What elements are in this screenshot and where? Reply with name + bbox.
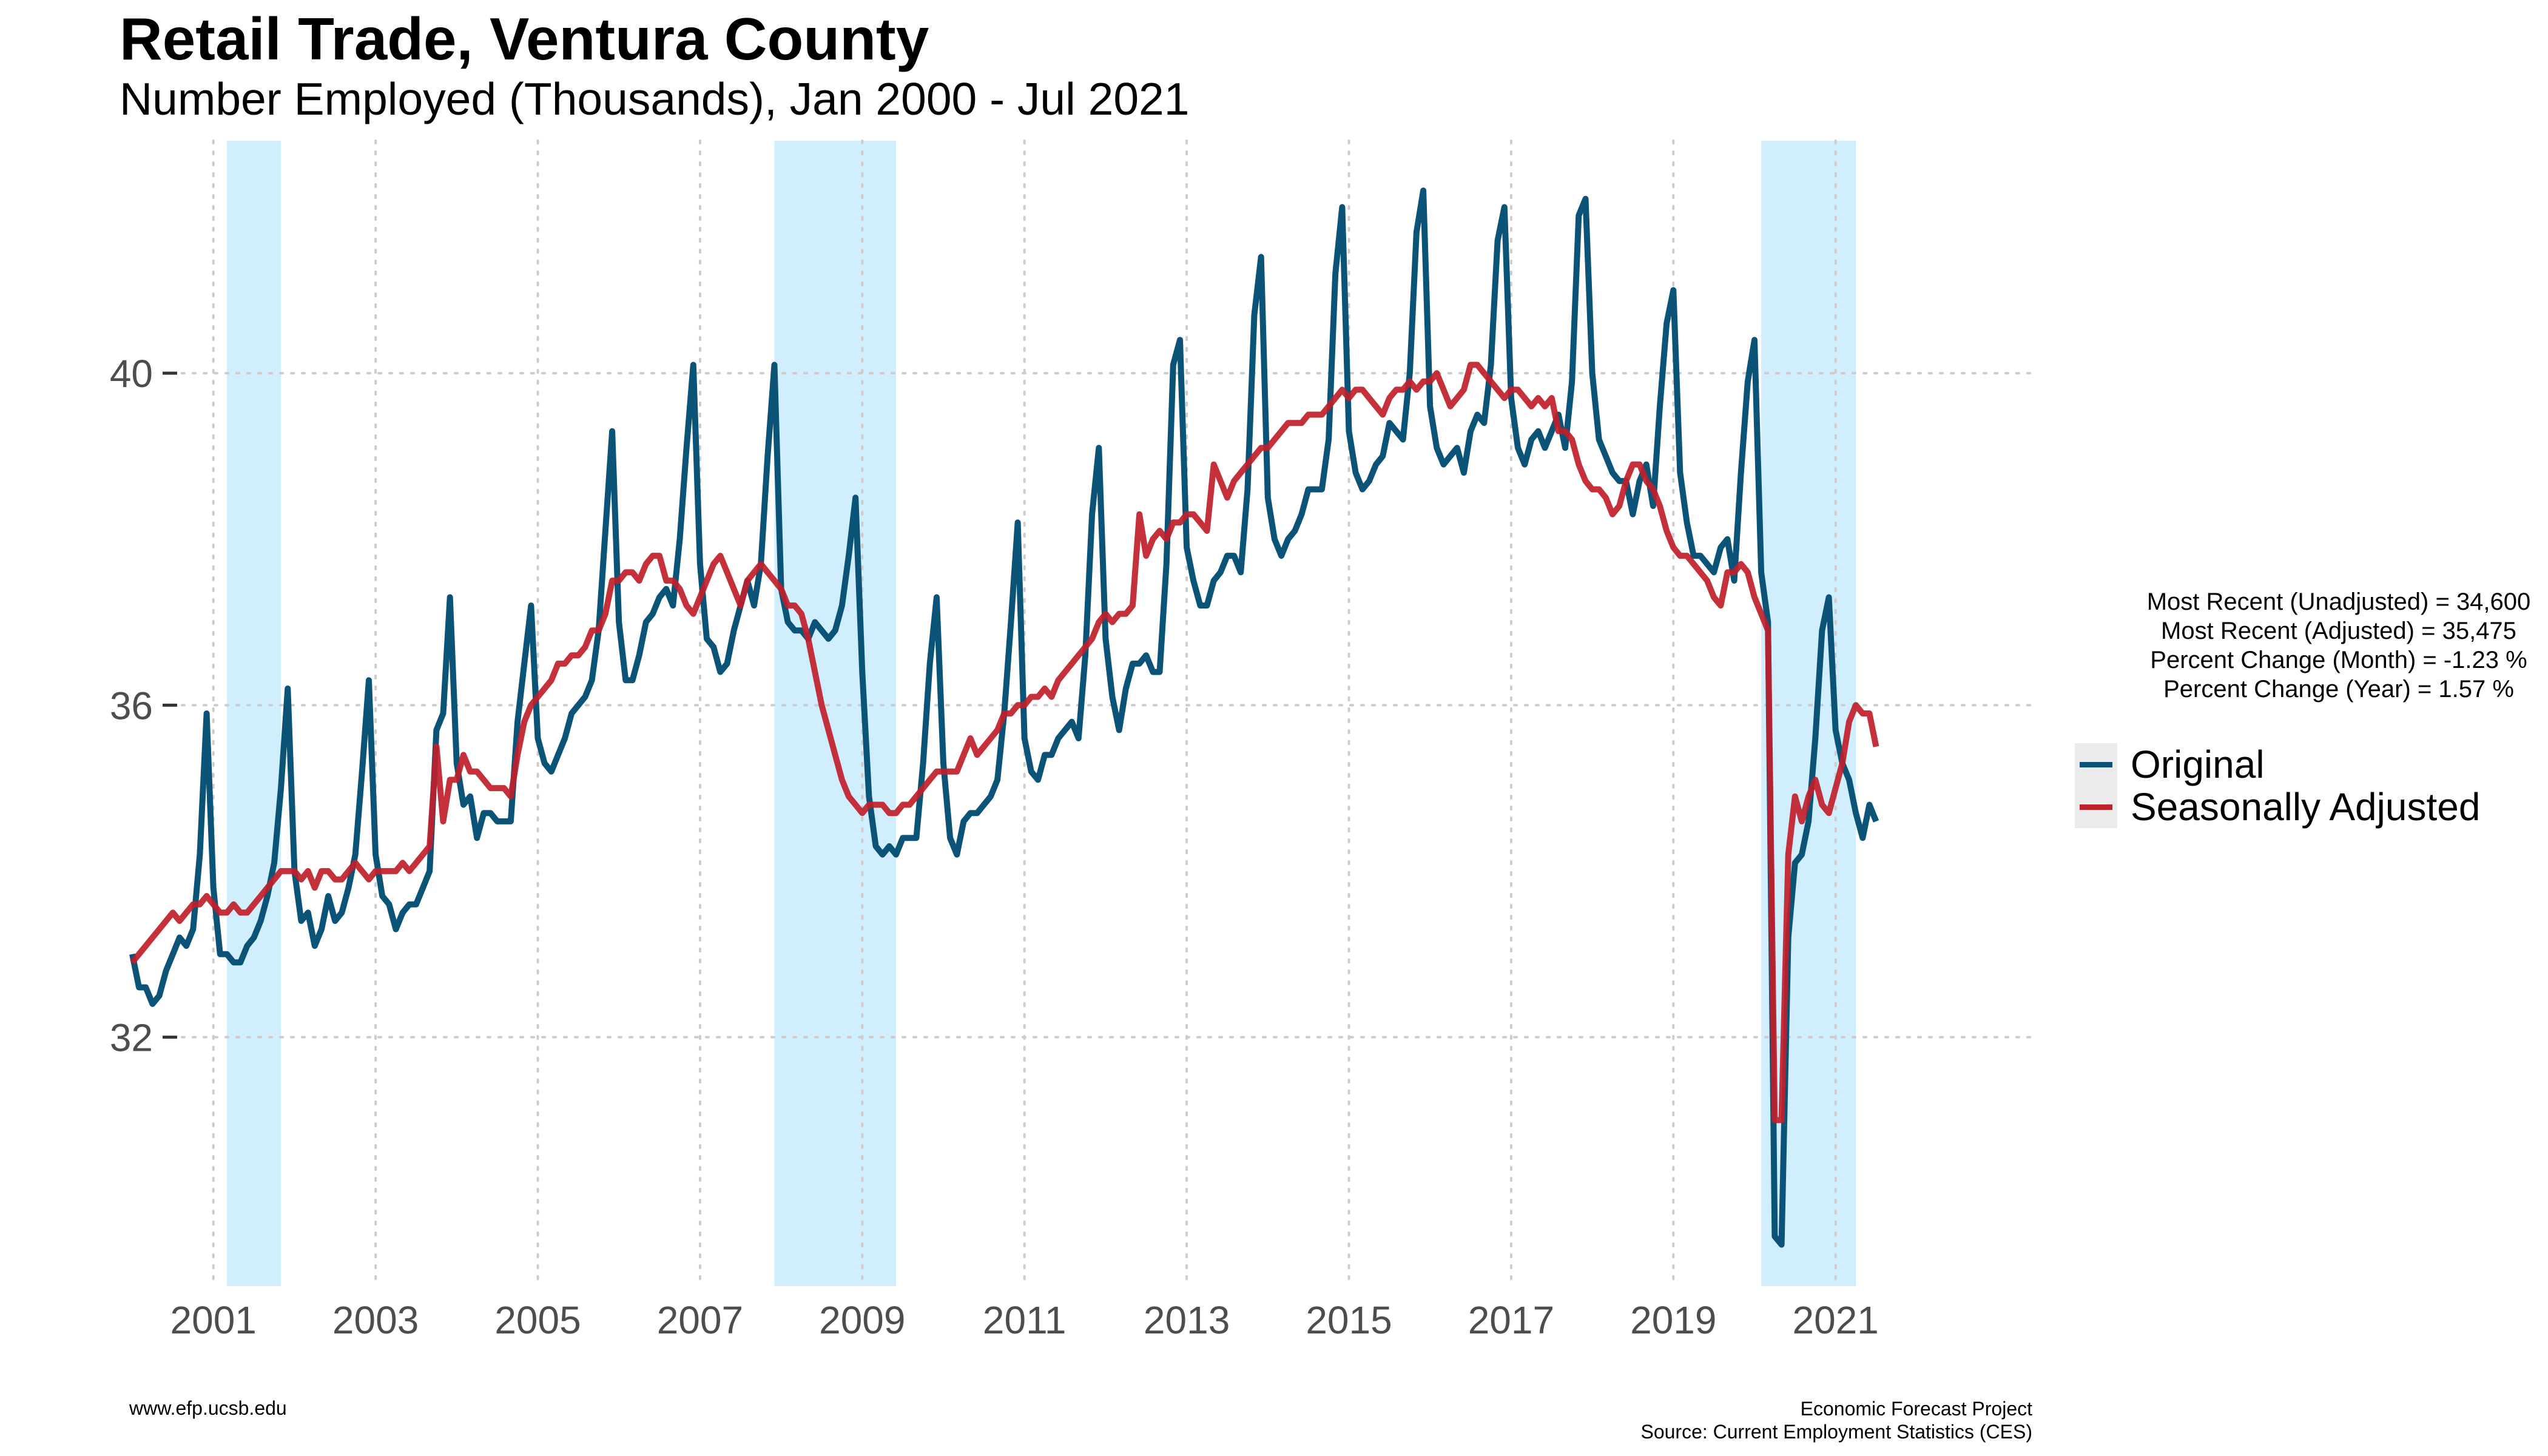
axis-ticks: 2001 2003 2005 2007 2009 2011 2013 2015 2017 2019…	[110, 352, 1879, 1342]
stats-box: Most Recent (Unadjusted) = 34,600 Most R…	[2020, 587, 2548, 704]
legend-label-adjusted: Seasonally Adjusted	[2131, 785, 2481, 829]
legend-key-original	[2075, 743, 2117, 786]
x-tick-label-2019: 2019	[1630, 1298, 1716, 1342]
legend-item-original: Original	[2075, 743, 2480, 786]
y-tick-label-40: 40	[110, 352, 153, 396]
series-line-seasonally-adjusted	[130, 362, 1879, 1124]
x-tick-label-2015: 2015	[1306, 1298, 1392, 1342]
x-tick-label-2009: 2009	[819, 1298, 905, 1342]
x-tick-label-2013: 2013	[1144, 1298, 1230, 1342]
stat-most-recent-unadjusted: Most Recent (Unadjusted) = 34,600	[2146, 588, 2531, 615]
recession-bands	[226, 141, 1856, 1286]
x-tick-label-2017: 2017	[1468, 1298, 1554, 1342]
recession-band-1	[226, 141, 281, 1286]
chart-subtitle: Number Employed (Thousands), Jan 2000 - …	[120, 73, 1190, 124]
source-footer: Economic Forecast Project Source: Curren…	[1640, 1397, 2032, 1443]
y-tick-label-36: 36	[110, 684, 153, 727]
legend-item-adjusted: Seasonally Adjusted	[2075, 785, 2481, 829]
x-tick-label-2001: 2001	[170, 1298, 257, 1342]
x-tick-label-2021: 2021	[1793, 1298, 1879, 1342]
grid-lines	[181, 140, 2037, 1287]
stat-most-recent-adjusted: Most Recent (Adjusted) = 35,475	[2161, 618, 2516, 644]
x-tick-label-2005: 2005	[494, 1298, 581, 1342]
stat-percent-change-year: Percent Change (Year) = 1.57 %	[2163, 676, 2514, 703]
footer-source: Source: Current Employment Statistics (C…	[1640, 1421, 2032, 1443]
chart-title: Retail Trade, Ventura County	[120, 5, 929, 72]
series-lines	[129, 187, 1879, 1248]
legend-label-original: Original	[2131, 743, 2265, 786]
x-tick-label-2007: 2007	[657, 1298, 743, 1342]
x-tick-label-2003: 2003	[332, 1298, 419, 1342]
website-footer: www.efp.ucsb.edu	[129, 1397, 287, 1419]
stat-percent-change-month: Percent Change (Month) = -1.23 %	[2150, 647, 2527, 673]
recession-band-2	[774, 141, 897, 1286]
x-tick-label-2011: 2011	[983, 1298, 1067, 1342]
footer-org: Economic Forecast Project	[1800, 1398, 2032, 1420]
legend-key-adjusted	[2075, 786, 2117, 828]
legend: Original Seasonally Adjusted	[2075, 743, 2481, 829]
y-tick-label-32: 32	[110, 1016, 153, 1060]
